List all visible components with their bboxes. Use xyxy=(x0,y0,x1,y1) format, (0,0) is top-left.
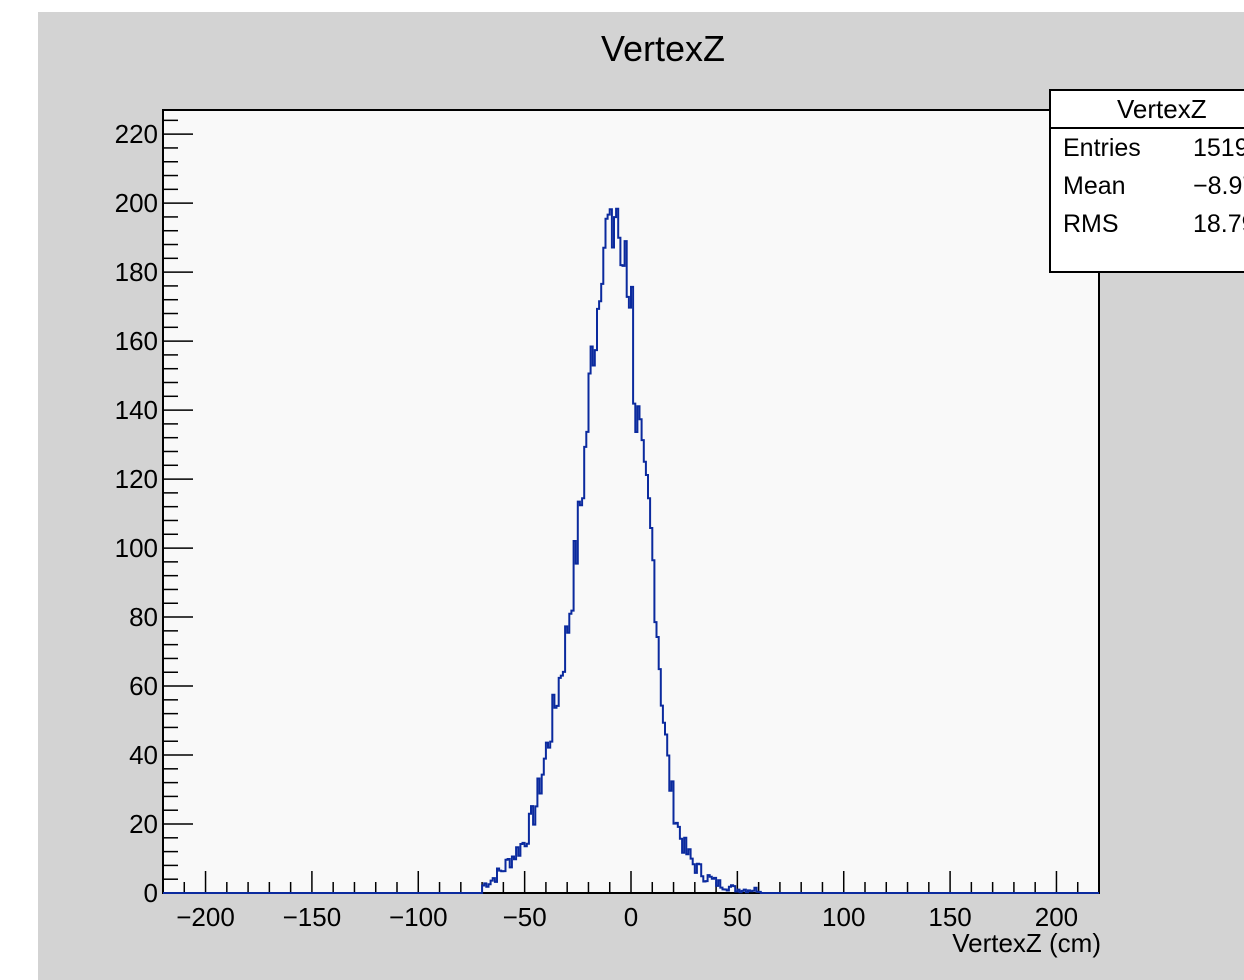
x-tick-label: −50 xyxy=(503,902,547,932)
stats-row-mean: Mean −8.973 xyxy=(1051,167,1244,205)
plot-frame xyxy=(162,109,1100,894)
y-tick-label: 200 xyxy=(115,188,158,218)
y-tick-label: 220 xyxy=(115,119,158,149)
x-tick-label: 200 xyxy=(1035,902,1078,932)
y-tick-label: 120 xyxy=(115,464,158,494)
x-axis: −200 −150 −100 −50 0 50 100 150 200 xyxy=(162,871,1100,932)
x-tick-label: 150 xyxy=(928,902,971,932)
x-tick-label: 0 xyxy=(624,902,638,932)
canvas: VertexZ 0 20 40 60 80 100 120 140 160 180 200 220 −… xyxy=(38,12,1244,980)
stats-mean-value: −8.973 xyxy=(1193,172,1244,200)
x-tick-label: 100 xyxy=(822,902,865,932)
stats-entries-value: 15197 xyxy=(1193,134,1244,162)
series-line xyxy=(163,207,1099,894)
y-tick-label: 20 xyxy=(129,809,158,839)
x-tick-label: −200 xyxy=(176,902,235,932)
y-tick-label: 160 xyxy=(115,326,158,356)
y-tick-label: 40 xyxy=(129,740,158,770)
y-tick-label: 60 xyxy=(129,671,158,701)
x-tick-label: −100 xyxy=(389,902,448,932)
stats-mean-label: Mean xyxy=(1063,172,1126,200)
y-tick-label: 0 xyxy=(144,878,158,908)
stats-rms-label: RMS xyxy=(1063,210,1119,238)
histogram-plot: VertexZ 0 20 40 60 80 100 120 140 160 180 200 220 −… xyxy=(115,28,1101,958)
stats-box: VertexZ Entries 15197 Mean −8.973 RMS 18… xyxy=(1049,89,1244,273)
stats-row-rms: RMS 18.79 xyxy=(1051,205,1244,243)
y-tick-label: 140 xyxy=(115,395,158,425)
x-tick-label: 50 xyxy=(723,902,752,932)
y-tick-label: 80 xyxy=(129,602,158,632)
stats-entries-label: Entries xyxy=(1063,134,1141,162)
x-axis-label: VertexZ (cm) xyxy=(952,928,1101,958)
y-tick-label: 180 xyxy=(115,257,158,287)
stats-rms-value: 18.79 xyxy=(1193,210,1244,238)
y-axis: 0 20 40 60 80 100 120 140 160 180 200 220 xyxy=(115,119,193,908)
stats-title: VertexZ xyxy=(1051,91,1244,129)
chart-title: VertexZ xyxy=(601,28,725,69)
y-tick-label: 100 xyxy=(115,533,158,563)
stats-row-entries: Entries 15197 xyxy=(1051,129,1244,167)
x-tick-label: −150 xyxy=(283,902,342,932)
